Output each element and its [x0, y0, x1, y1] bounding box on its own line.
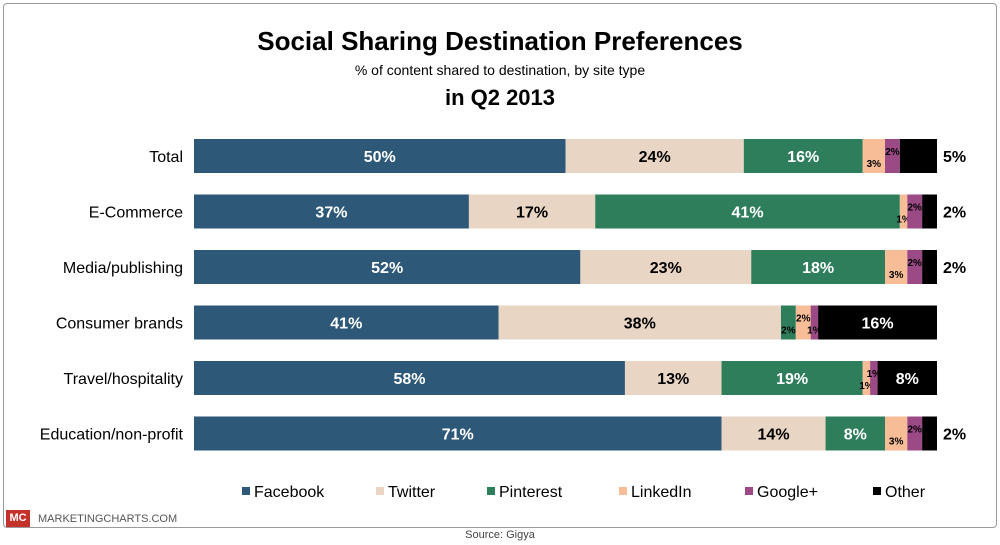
chart-period: in Q2 2013 [445, 85, 555, 110]
source-text: Source: Gigya [465, 529, 535, 541]
bar-pinterest-media-publishing [751, 250, 885, 284]
data-label-facebook-consumer-brands: 41% [330, 316, 362, 333]
data-label-twitter-total: 24% [639, 149, 671, 166]
legend-label-other: Other [885, 484, 926, 501]
data-label-pinterest-consumer-brands: 2% [781, 326, 796, 337]
legend-label-linkedin: LinkedIn [631, 484, 692, 501]
bar-twitter-consumer-brands [498, 305, 781, 340]
data-label-google-media-publishing: 2% [907, 258, 922, 269]
data-label-pinterest-media-publishing: 18% [802, 260, 834, 277]
legend-swatch-linkedin [619, 487, 627, 495]
legend-label-facebook: Facebook [254, 484, 325, 501]
bar-twitter-travel-hospitality [624, 361, 722, 395]
bar-other-e-commerce [922, 194, 937, 229]
bar-other-media-publishing [922, 250, 937, 284]
data-label-facebook-media-publishing: 52% [371, 260, 403, 277]
bar-other-travel-hospitality [877, 361, 937, 395]
chart-subtitle: % of content shared to destination, by s… [355, 62, 646, 78]
category-label-e-commerce: E-Commerce [89, 205, 183, 222]
data-label-twitter-media-publishing: 23% [650, 260, 682, 277]
data-label-other-consumer-brands: 16% [862, 316, 894, 333]
chart-title: Social Sharing Destination Preferences [257, 26, 743, 56]
data-label-pinterest-total: 16% [787, 149, 819, 166]
data-label-google-total: 2% [885, 147, 900, 158]
category-label-media-publishing: Media/publishing [63, 260, 183, 277]
bar-pinterest-travel-hospitality [721, 361, 863, 395]
bar-pinterest-education-non-profit [825, 416, 885, 451]
legend: Facebook Twitter Pinterest LinkedIn Google+ O… [242, 484, 926, 501]
bar-linkedin-travel-hospitality [862, 361, 871, 395]
legend-label-pinterest: Pinterest [499, 484, 563, 501]
data-label-linkedin-total: 3% [867, 159, 882, 170]
bar-google-consumer-brands [810, 305, 819, 340]
bar-facebook-travel-hospitality [194, 361, 625, 395]
data-label-twitter-education-non-profit: 14% [758, 427, 790, 444]
data-label-twitter-consumer-brands: 38% [624, 316, 656, 333]
data-label-linkedin-e-commerce: 1% [896, 215, 911, 226]
data-label-facebook-total: 50% [364, 149, 396, 166]
data-label-linkedin-media-publishing: 3% [889, 270, 904, 281]
data-label-linkedin-consumer-brands: 2% [796, 314, 811, 325]
data-label-linkedin-education-non-profit: 3% [889, 437, 904, 448]
bar-other-consumer-brands [818, 305, 937, 340]
bar-linkedin-media-publishing [884, 250, 908, 284]
bar-facebook-consumer-brands [194, 305, 499, 340]
bar-google-travel-hospitality [870, 361, 878, 395]
bar-linkedin-education-non-profit [884, 416, 908, 451]
bar-other-total [899, 139, 937, 173]
legend-swatch-facebook [242, 487, 250, 495]
data-label-pinterest-travel-hospitality: 19% [776, 371, 808, 388]
data-label-google-travel-hospitality: 1% [867, 369, 882, 380]
legend-swatch-google [745, 487, 753, 495]
data-label-other-travel-hospitality: 8% [896, 371, 919, 388]
bar-facebook-e-commerce [194, 194, 469, 229]
bar-twitter-total [565, 139, 744, 173]
data-label-pinterest-education-non-profit: 8% [844, 427, 867, 444]
category-label-travel-hospitality: Travel/hospitality [64, 371, 183, 388]
data-label-other-media-publishing: 2% [943, 260, 966, 277]
data-label-pinterest-e-commerce: 41% [732, 205, 764, 222]
data-label-google-e-commerce: 2% [907, 203, 922, 214]
data-label-google-consumer-brands: 1% [807, 326, 822, 337]
category-label-consumer-brands: Consumer brands [56, 316, 183, 333]
bar-google-media-publishing [907, 250, 923, 284]
category-label-education-non-profit: Education/non-profit [40, 427, 184, 444]
legend-swatch-other [873, 487, 881, 495]
data-label-facebook-e-commerce: 37% [315, 205, 347, 222]
bar-facebook-total [194, 139, 566, 173]
data-label-facebook-travel-hospitality: 58% [393, 371, 425, 388]
brand-text: MARKETINGCHARTS.COM [38, 513, 178, 525]
bar-other-education-non-profit [922, 416, 937, 451]
legend-swatch-pinterest [487, 487, 495, 495]
bar-linkedin-e-commerce [899, 194, 908, 229]
data-label-other-education-non-profit: 2% [943, 427, 966, 444]
bar-google-total [884, 139, 900, 173]
bar-pinterest-e-commerce [595, 194, 900, 229]
bar-twitter-media-publishing [580, 250, 752, 284]
legend-swatch-twitter [376, 487, 384, 495]
data-label-other-e-commerce: 2% [943, 205, 966, 222]
data-label-linkedin-travel-hospitality: 1% [859, 381, 874, 392]
data-label-google-education-non-profit: 2% [907, 425, 922, 436]
marketingcharts-logo: MC [6, 510, 30, 527]
legend-label-twitter: Twitter [388, 484, 436, 501]
bar-facebook-media-publishing [194, 250, 581, 284]
bar-google-education-non-profit [907, 416, 923, 451]
category-label-total: Total [149, 149, 183, 166]
bar-twitter-e-commerce [468, 194, 596, 229]
bar-facebook-education-non-profit [194, 416, 722, 451]
plot-area: Total 50% 24% 16% 3%2% 5%E-Commerce 37% 17% 41% 1… [40, 139, 966, 451]
bar-linkedin-consumer-brands [795, 305, 811, 340]
bar-google-e-commerce [907, 194, 923, 229]
data-label-twitter-travel-hospitality: 13% [657, 371, 689, 388]
data-label-twitter-e-commerce: 17% [516, 205, 548, 222]
bar-pinterest-consumer-brands [780, 305, 796, 340]
bar-twitter-education-non-profit [721, 416, 826, 451]
data-label-facebook-education-non-profit: 71% [442, 427, 474, 444]
data-label-other-total: 5% [943, 149, 966, 166]
bar-linkedin-total [862, 139, 885, 173]
bar-pinterest-total [743, 139, 863, 173]
legend-label-google: Google+ [757, 484, 818, 501]
